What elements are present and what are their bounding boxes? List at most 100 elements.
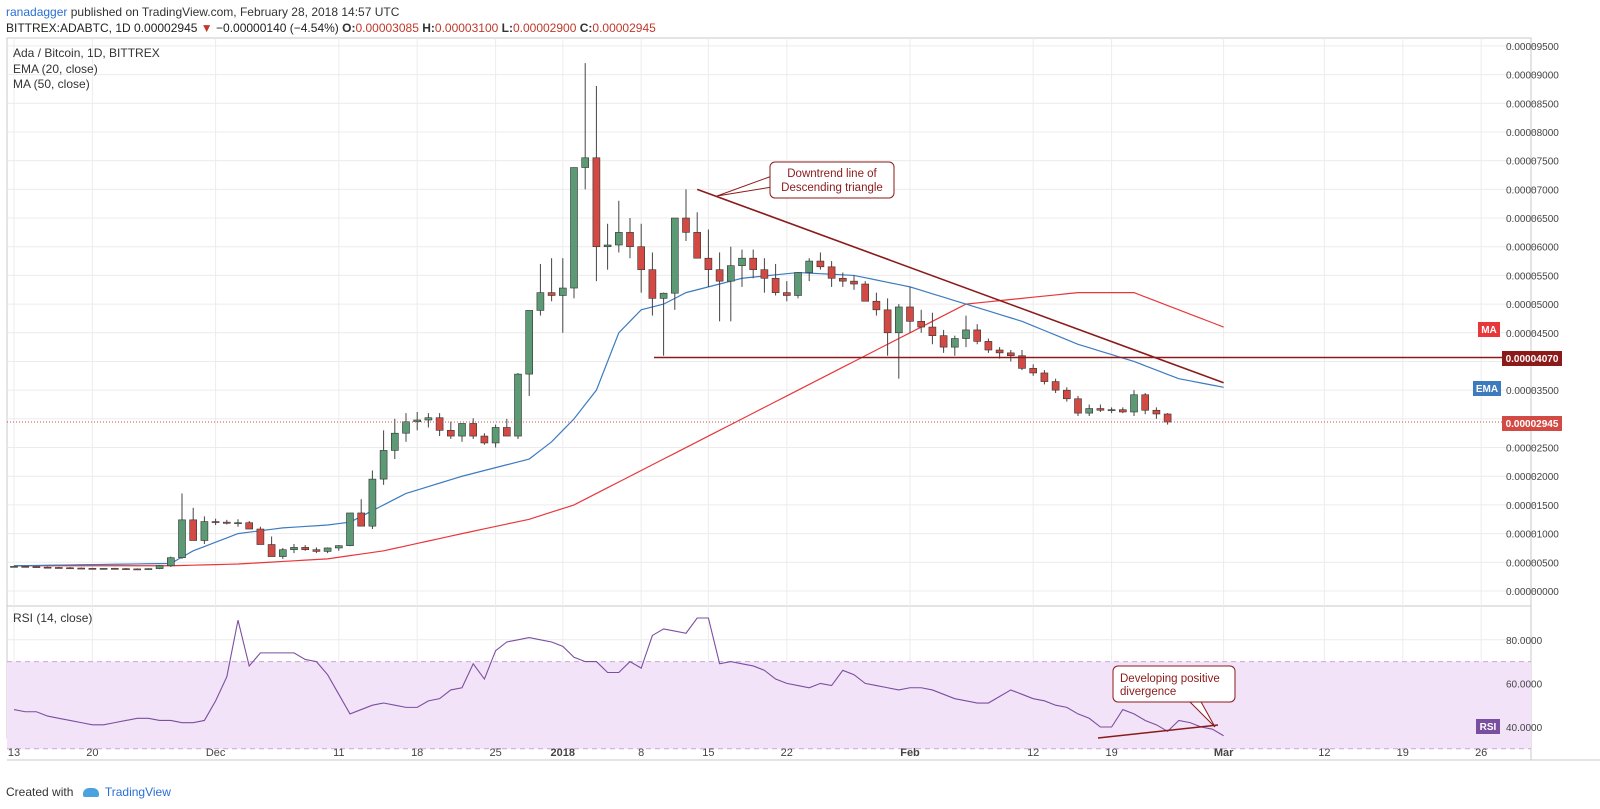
tradingview-logo-icon (82, 788, 99, 798)
candle-body (1029, 368, 1037, 374)
candle-body (1085, 408, 1093, 414)
candle-body (570, 167, 578, 289)
symbol-label: BITTREX:ADABTC, 1D (6, 21, 131, 35)
candle-body (357, 512, 366, 527)
legend-rsi[interactable]: RSI (14, close) (13, 611, 92, 625)
brand-link[interactable]: TradingView (104, 785, 171, 799)
last-price-badge: 0.00002945 (1502, 416, 1562, 431)
svg-text:0.00004070: 0.00004070 (1506, 354, 1559, 365)
legend-ema[interactable]: EMA (20, close) (13, 62, 98, 76)
ma-badge: MA (1478, 322, 1500, 337)
time-tick-label: 19 (1397, 747, 1409, 759)
candle (211, 518, 220, 526)
time-tick-label: 2018 (551, 747, 575, 759)
candle (446, 421, 455, 439)
candle-body (581, 157, 590, 168)
rsi-band (7, 661, 1531, 750)
downtrend-callout[interactable]: Downtrend line of Descending triangle (716, 161, 895, 199)
candle-body (592, 157, 601, 248)
candle (670, 217, 679, 310)
candle (861, 281, 870, 302)
candle-body (346, 512, 354, 546)
time-tick-label: 12 (1027, 747, 1039, 759)
candle-body (659, 292, 668, 299)
legend-ma[interactable]: MA (50, close) (13, 77, 90, 91)
candle-body (77, 567, 85, 570)
candle-body (323, 547, 332, 552)
price-tick-label: 0.00001000 (1506, 530, 1559, 541)
rsi-line (13, 617, 1224, 737)
candle (682, 189, 690, 241)
candle (1029, 364, 1037, 376)
candle-body (368, 478, 377, 527)
candle (626, 218, 634, 259)
candle (267, 536, 276, 557)
candle (357, 499, 366, 527)
time-tick-label: 13 (8, 747, 20, 759)
candle (10, 565, 18, 568)
candle-body (637, 246, 646, 270)
candle-body (603, 244, 612, 248)
time-tick-label: 11 (333, 747, 344, 759)
price-tick-label: 0.00000000 (1506, 587, 1559, 598)
candle-body (760, 269, 769, 279)
legend-title: Ada / Bitcoin, 1D, BITTREX (13, 46, 160, 60)
price-axis: 0.00009500 0.00009000 0.00008500 0.00008000… (1506, 42, 1559, 598)
candle-body (223, 521, 231, 524)
price-tick-label: 0.00007500 (1506, 157, 1559, 168)
candle-body (32, 566, 41, 568)
candle (805, 258, 814, 282)
divergence-callout[interactable]: Developing positive divergence (1112, 665, 1236, 728)
candle (592, 86, 601, 282)
candle (502, 418, 511, 437)
candle (648, 252, 657, 316)
candle-body (894, 306, 903, 334)
candle (66, 567, 74, 570)
rsi-divergence-line (1097, 724, 1219, 739)
close-label: C: (579, 21, 593, 35)
candle (850, 275, 858, 290)
candle (312, 547, 321, 554)
candle (99, 568, 108, 570)
candle (167, 556, 175, 567)
candle-body (43, 566, 52, 569)
publish-line: ranadagger published on TradingView.com,… (6, 5, 399, 19)
candles (10, 63, 1172, 571)
candle-body (1006, 352, 1015, 357)
candle-body (771, 277, 780, 293)
change-value: −0.00000140 (−4.54%) (216, 21, 339, 35)
candle (178, 493, 186, 559)
ema-badge: EMA (1473, 381, 1501, 396)
candle (570, 167, 578, 299)
rsi-badge: RSI (1476, 719, 1500, 734)
candle-body (122, 568, 130, 570)
candle-body (950, 338, 959, 348)
candle-body (1063, 389, 1071, 400)
high-label: H: (422, 21, 435, 35)
candle (301, 545, 310, 551)
low-label: L: (501, 21, 513, 35)
candle (749, 249, 758, 279)
time-tick-label: 19 (1105, 747, 1117, 759)
candle (54, 566, 63, 569)
rsi-tick-label: 60.0000 (1506, 679, 1543, 690)
candle (883, 298, 892, 356)
candle-body (1119, 409, 1127, 413)
candle (928, 312, 937, 345)
candle (480, 433, 489, 445)
candle (693, 212, 702, 259)
last-price: 0.00002945 (134, 21, 198, 35)
low-value: 0.00002900 (512, 21, 577, 35)
candle-body (738, 257, 746, 266)
open-value: 0.00003085 (355, 21, 419, 35)
time-tick-label: 12 (1318, 747, 1330, 759)
rsi-tick-label: 80.0000 (1506, 636, 1543, 647)
candle (88, 567, 97, 570)
candle (32, 566, 41, 568)
author-link[interactable]: ranadagger (6, 5, 68, 19)
change-arrow-icon: ▼ (200, 21, 213, 35)
candle-body (200, 521, 209, 541)
candle-body (816, 260, 825, 268)
candle-body (1163, 413, 1172, 423)
